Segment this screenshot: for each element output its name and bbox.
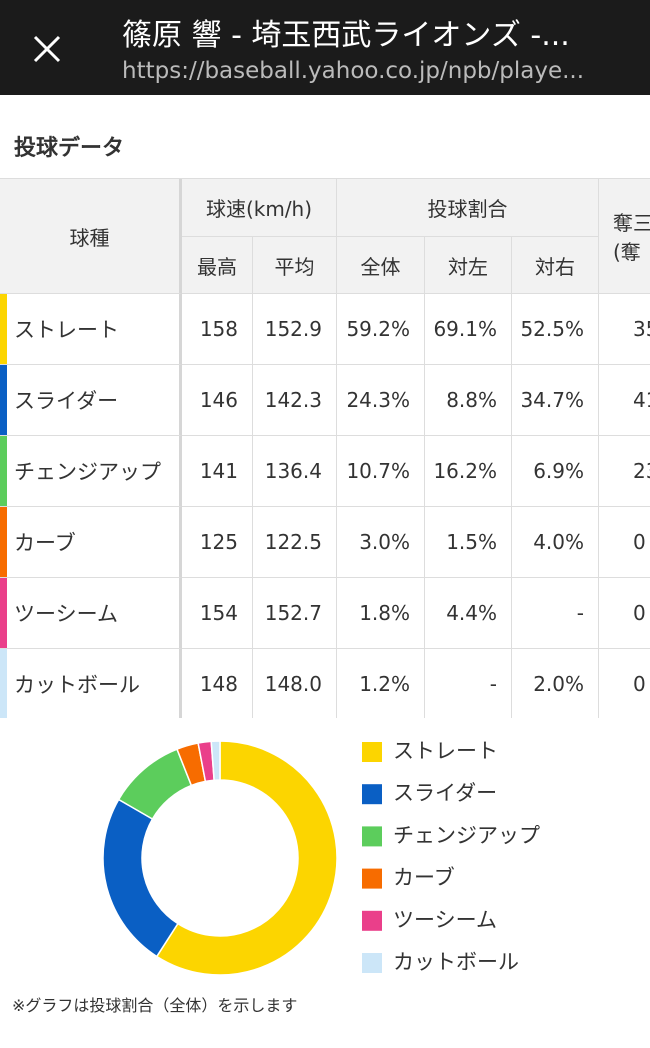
legend-swatch xyxy=(362,953,382,973)
page-url: https://baseball.yahoo.co.jp/npb/playe..… xyxy=(122,58,585,84)
table-cell: 125 xyxy=(182,507,253,578)
table-cell: 154 xyxy=(182,578,253,649)
header-cell: 奪三 (奪 xyxy=(599,179,650,294)
legend-label: カットボール xyxy=(393,950,519,974)
donut-slice xyxy=(102,798,179,958)
legend-label: カーブ xyxy=(393,866,455,890)
table-cell: 152.7 xyxy=(253,578,337,649)
legend-swatch xyxy=(362,826,382,847)
table-cell: 10.7% xyxy=(337,436,425,507)
browser-bar: 篠原 響 - 埼玉西武ライオンズ -... https://baseball.y… xyxy=(0,0,650,95)
header-cell: 全体 xyxy=(337,237,425,294)
table-cell: 4.4% xyxy=(425,578,512,649)
table-cell: 1.2% xyxy=(337,649,425,718)
table-cell: 152.9 xyxy=(253,294,337,365)
pitch-color xyxy=(0,436,7,506)
pitch-color xyxy=(0,649,7,718)
table-cell: 136.4 xyxy=(253,436,337,507)
table-cell: 24.3% xyxy=(337,365,425,436)
header-text: 奪三 xyxy=(613,211,650,235)
header-cell: 投球割合 xyxy=(337,179,599,237)
table-cell: 122.5 xyxy=(253,507,337,578)
table-cell: 8.8% xyxy=(425,365,512,436)
header-cell: 最高 xyxy=(182,237,253,294)
legend-label: ストレート xyxy=(393,739,498,763)
header-cell: 球種 xyxy=(0,179,182,294)
legend-swatch xyxy=(362,868,382,889)
table-cell: 6.9% xyxy=(512,436,599,507)
table-cell: 158 xyxy=(182,294,253,365)
table-cell: 16.2% xyxy=(425,436,512,507)
table-cell: 148 xyxy=(182,649,253,718)
legend-label: チェンジアップ xyxy=(393,823,540,847)
pitch-table: 球種 球速(km/h) 投球割合 奪三 (奪 最高 平均 全体 対左 対右 ストレート 158 152.… xyxy=(0,178,650,718)
table-cell: 146 xyxy=(182,365,253,436)
section-title: 投球データ xyxy=(14,136,125,161)
pitch-color xyxy=(0,507,7,577)
table-cell: 0 xyxy=(599,578,650,649)
table-cell: 142.3 xyxy=(253,365,337,436)
table-cell: 52.5% xyxy=(512,294,599,365)
table-cell: 35 xyxy=(599,294,650,365)
pitch-name: ストレート xyxy=(0,294,182,365)
pitch-name: カーブ xyxy=(0,507,182,578)
legend-swatch xyxy=(362,742,382,762)
close-button[interactable] xyxy=(30,32,64,66)
table-cell: 3.0% xyxy=(337,507,425,578)
legend-swatch xyxy=(362,784,382,805)
pitch-name: ツーシーム xyxy=(0,578,182,649)
header-cell: 球速(km/h) xyxy=(182,179,337,237)
table-cell: 41 xyxy=(599,365,650,436)
table-cell: - xyxy=(512,578,599,649)
header-cell: 対右 xyxy=(512,237,599,294)
pitch-color xyxy=(0,365,7,435)
legend-label: スライダー xyxy=(393,781,497,805)
pitch-name: カットボール xyxy=(0,649,182,718)
table-cell: 2.0% xyxy=(512,649,599,718)
pitch-name: スライダー xyxy=(0,365,182,436)
header-text: (奪 xyxy=(613,240,641,264)
table-cell: 141 xyxy=(182,436,253,507)
legend-label: ツーシーム xyxy=(393,908,497,932)
legend-swatch xyxy=(362,910,382,931)
table-cell: 1.5% xyxy=(425,507,512,578)
pitch-name: チェンジアップ xyxy=(0,436,182,507)
table-cell: 34.7% xyxy=(512,365,599,436)
donut-slice xyxy=(210,740,221,782)
header-cell: 対左 xyxy=(425,237,512,294)
pitch-color xyxy=(0,578,7,648)
table-cell: 0 xyxy=(599,649,650,718)
table-cell: 59.2% xyxy=(337,294,425,365)
table-cell: 4.0% xyxy=(512,507,599,578)
table-cell: 1.8% xyxy=(337,578,425,649)
page-title: 篠原 響 - 埼玉西武ライオンズ -... xyxy=(122,18,570,53)
header-cell: 平均 xyxy=(253,237,337,294)
table-cell: 23 xyxy=(599,436,650,507)
footnote: ※グラフは投球割合（全体）を示します xyxy=(12,996,298,1015)
donut-slice xyxy=(155,740,338,976)
table-cell: 69.1% xyxy=(425,294,512,365)
table-cell: 0 xyxy=(599,507,650,578)
pitch-color xyxy=(0,294,7,364)
table-cell: 148.0 xyxy=(253,649,337,718)
table-cell: - xyxy=(425,649,512,718)
